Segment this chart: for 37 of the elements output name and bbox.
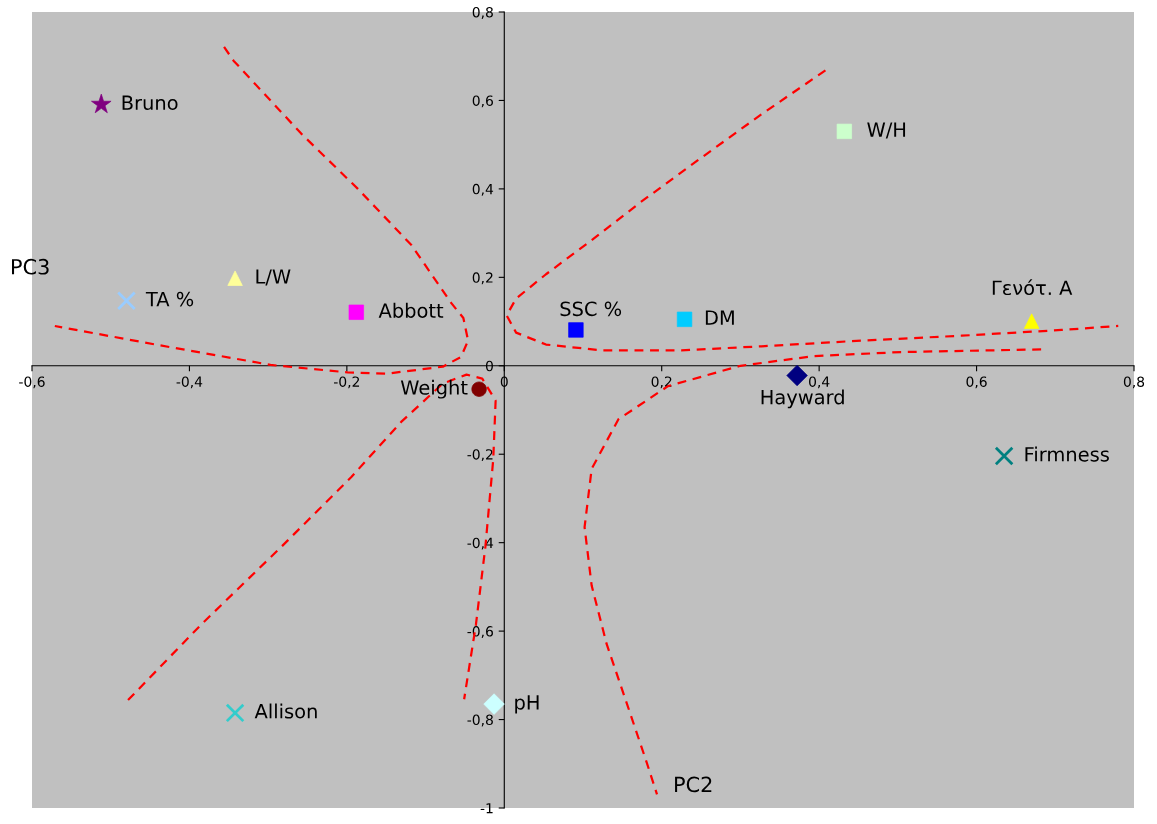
- series-label: pH: [515, 695, 539, 714]
- x-tick-label: -0,2: [333, 376, 360, 389]
- y-axis-title: PC3: [12, 258, 49, 275]
- point: [483, 693, 505, 715]
- y-tick-label: 0,8: [472, 6, 493, 19]
- x-axis-title: PC2: [675, 776, 712, 793]
- line-series: [126, 373, 497, 702]
- series-label: Firmness: [1025, 446, 1109, 462]
- series-label: SSC %: [560, 301, 622, 317]
- y-tick-label: -0,6: [467, 626, 493, 638]
- x-tick-label: 0,8: [1123, 376, 1145, 389]
- series-label: Allison: [254, 703, 317, 719]
- series-label: DM: [705, 310, 734, 325]
- y-tick-label: 0,6: [472, 95, 493, 108]
- point: [994, 446, 1014, 466]
- y-tick-label: 0,2: [472, 272, 493, 285]
- y-tick-label: -0,8: [467, 714, 493, 727]
- x-tick-label: -0,4: [176, 376, 203, 389]
- line-series: [505, 69, 1120, 352]
- x-tick-label: -0,6: [19, 376, 45, 389]
- y-tick-label: -0,2: [467, 449, 493, 462]
- series-label: Abbott: [378, 302, 444, 318]
- series-label: Hayward: [761, 389, 844, 409]
- y-tick-label: -1: [480, 803, 493, 814]
- series-label: Weight: [400, 379, 468, 399]
- x-tick-label: 0,6: [966, 376, 987, 389]
- x-tick-label: 0,4: [809, 376, 830, 389]
- series-label: Γενότ. Α: [992, 279, 1073, 296]
- series-label: W/H: [867, 122, 906, 139]
- point: [116, 291, 137, 311]
- series-label: Bruno: [122, 95, 178, 111]
- y-tick-label: 0,4: [472, 183, 494, 196]
- point: [225, 703, 245, 723]
- series-label: TA %: [145, 291, 194, 307]
- line-series: [53, 45, 470, 375]
- series-label: L/W: [256, 269, 291, 286]
- point: [227, 270, 243, 286]
